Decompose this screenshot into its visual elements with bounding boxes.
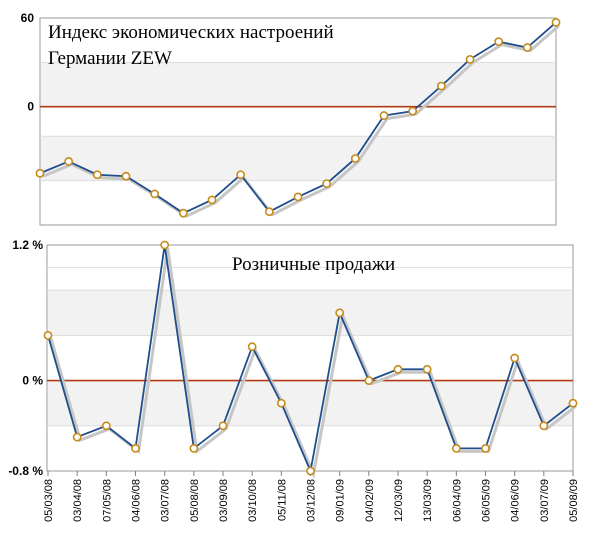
retail-x-tick-label: 05/11/08 [276,479,288,521]
zew-point-8 [264,207,274,217]
retail-x-tick-label: 06/05/09 [481,479,493,522]
retail-band-0 [48,290,572,336]
retail-x-tick-label: 04/06/08 [131,479,143,522]
retail-x-tick-label: 04/06/09 [510,479,522,522]
zew-point-17 [522,43,532,52]
zew-point-14 [436,81,446,91]
zew-point-9 [293,192,303,202]
zew-point-0 [35,168,45,178]
retail-point-6 [218,421,228,431]
zew-point-13 [408,106,418,116]
zew-band-0 [41,62,555,107]
retail-point-7 [247,342,257,352]
retail-y-tick-label: 0 % [22,374,43,388]
retail-chart: 1.2 % 0 % -0.8 % 05/03/08 03/04/08 07/05/08 0… [8,238,580,522]
zew-point-5 [178,208,188,218]
retail-y-tick-label: -0.8 % [8,464,43,478]
zew-point-7 [236,170,246,180]
retail-point-2 [101,421,111,431]
retail-point-8 [276,398,286,408]
zew-y-tick-label: 60 [21,11,35,25]
retail-plot-frame [46,244,574,472]
retail-x-tick-label: 03/12/08 [306,479,318,522]
retail-point-12 [393,364,403,374]
retail-y-tick-label: 1.2 % [12,238,43,252]
retail-point-5 [189,443,199,453]
retail-x-tick-label: 12/03/09 [393,479,405,522]
retail-point-18 [568,398,578,408]
zew-y-tick-label: 0 [27,100,34,114]
retail-band-1 [48,380,572,426]
retail-point-17 [539,421,549,431]
retail-point-10 [335,308,345,318]
zew-point-2 [92,170,102,180]
retail-x-tick-label: 03/07/09 [539,479,551,522]
retail-x-tick-label: 05/03/08 [43,479,55,522]
retail-x-tick-label: 06/04/09 [451,479,463,522]
retail-point-3 [131,443,140,453]
zew-chart: 60 0 Индекс экономических настроений Герм… [21,11,561,226]
zew-title-line-2: Германии ZEW [48,48,172,69]
zew-point-15 [465,55,475,64]
zew-point-16 [494,37,504,47]
zew-point-4 [150,189,160,199]
zew-point-18 [551,18,561,27]
retail-title: Розничные продажи [232,254,395,275]
zew-point-11 [350,154,360,163]
retail-x-tick-label: 09/01/09 [335,479,347,522]
retail-point-15 [481,443,490,453]
retail-x-tick-label: 13/03/09 [422,479,434,522]
retail-point-11 [364,376,374,385]
zew-point-6 [207,195,217,205]
retail-x-tick-label: 03/10/08 [247,479,259,522]
zew-plot-frame [39,17,557,226]
retail-x-tick-label: 04/02/09 [364,479,376,522]
retail-x-tick-label: 05/08/08 [189,479,201,522]
zew-title-line-1: Индекс экономических настроений [48,22,334,43]
zew-point-12 [379,111,389,120]
zew-point-1 [64,157,74,166]
retail-point-4 [160,240,170,250]
retail-x-tick-label: 03/04/08 [72,479,84,522]
retail-point-13 [422,364,432,374]
retail-x-tick-label: 03/09/08 [218,479,230,522]
retail-x-tick-label: 03/07/08 [160,479,172,522]
retail-x-tick-label: 07/05/08 [101,479,113,522]
zew-band-1 [41,136,555,181]
retail-point-16 [510,353,520,363]
zew-point-3 [121,171,131,181]
zew-point-10 [322,179,332,188]
retail-point-1 [72,432,82,442]
retail-point-9 [306,466,315,476]
retail-point-14 [451,443,461,453]
retail-point-0 [43,330,53,340]
retail-x-tick-label: 05/08/09 [568,479,580,522]
